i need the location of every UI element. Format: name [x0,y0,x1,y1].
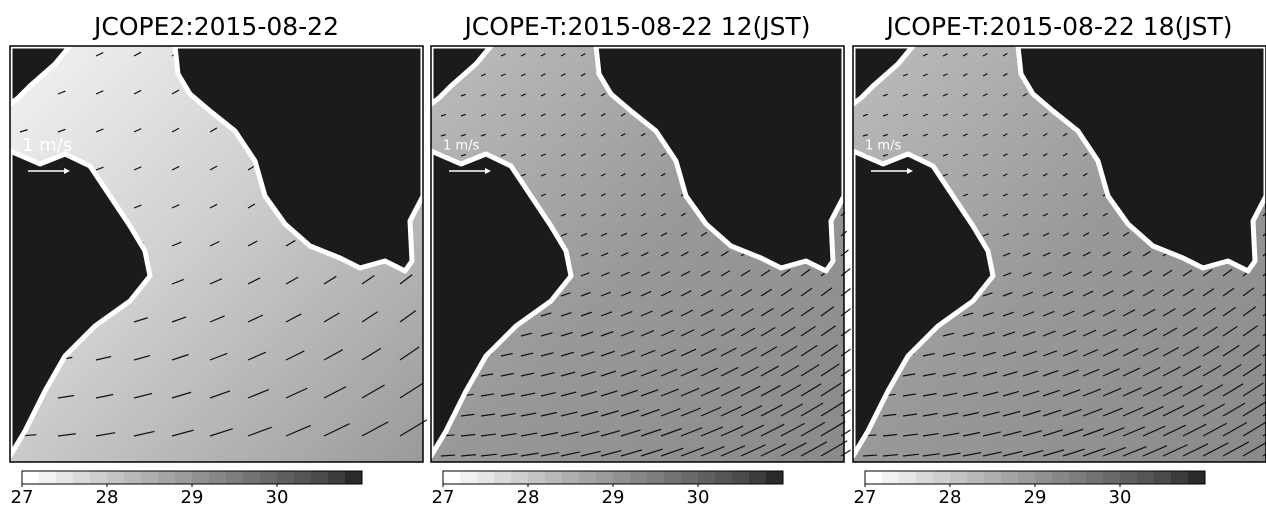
colorbar-segment [579,471,597,484]
colorbar-segment [90,471,108,484]
colorbar-tick-label: 28 [96,487,119,508]
colorbar-segment [511,471,529,484]
colorbar-segment [1171,471,1189,484]
colorbar-segment [39,471,57,484]
colorbar-segment [1001,471,1019,484]
colorbar-segment [260,471,278,484]
colorbar-tick-label: 27 [11,487,34,508]
colorbar-segment [443,471,461,484]
colorbar-segment [865,471,883,484]
colorbar-segment [311,471,329,484]
colorbar-segment [967,471,985,484]
colorbar-segment [664,471,682,484]
colorbar-segment [916,471,934,484]
colorbar-segment [749,471,767,484]
colorbar-segment [562,471,580,484]
colorbar-tick-label: 30 [266,487,289,508]
colorbar-segment [882,471,900,484]
colorbar-tick-label: 29 [1024,487,1047,508]
colorbar-segment [226,471,244,484]
colorbar-tick-label: 29 [602,487,625,508]
colorbar-segment [460,471,478,484]
colorbar-segment [1018,471,1036,484]
colorbar-segment [528,471,546,484]
colorbar-segment [1103,471,1121,484]
map-panel: JCOPE2:2015-08-22 1 m/s 27 28 29 30 [10,12,427,508]
colorbar-segment [647,471,665,484]
colorbar-segment [243,471,261,484]
panel-title: JCOPE-T:2015-08-22 18(JST) [884,12,1232,41]
colorbar-segment [73,471,91,484]
colorbar-segment [630,471,648,484]
colorbar-tick-label: 28 [517,487,540,508]
colorbar-segment [1120,471,1138,484]
scale-label: 1 m/s [443,139,479,154]
colorbar-segment [984,471,1002,484]
colorbar-segment [175,471,193,484]
map-panel: JCOPE-T:2015-08-22 12(JST) 1 m/s 27 28 29 30 [431,12,868,508]
colorbar-segment [766,471,784,484]
panel-title: JCOPE-T:2015-08-22 12(JST) [462,12,810,41]
colorbar-segment [158,471,176,484]
colorbar-segment [1137,471,1155,484]
colorbar-segment [698,471,716,484]
colorbar-tick-label: 27 [854,487,877,508]
scale-label: 1 m/s [22,135,72,156]
colorbar-segment [477,471,495,484]
colorbar-segment [681,471,699,484]
colorbar-segment [1035,471,1053,484]
panel-title: JCOPE2:2015-08-22 [92,12,339,41]
colorbar-segment [545,471,563,484]
colorbar-segment [277,471,295,484]
colorbar-segment [1069,471,1087,484]
colorbar-segment [124,471,142,484]
colorbar-tick-label: 29 [181,487,204,508]
colorbar-segment [1086,471,1104,484]
colorbar-segment [899,471,917,484]
colorbar-segment [328,471,346,484]
scale-label: 1 m/s [865,139,901,154]
colorbar-segment [209,471,227,484]
colorbar-segment [950,471,968,484]
colorbar-segment [1052,471,1070,484]
figure: JCOPE2:2015-08-221 m/s27282930JCOPE-T:20… [0,0,1266,508]
colorbar-tick-label: 28 [939,487,962,508]
colorbar-segment [56,471,74,484]
colorbar-segment [294,471,312,484]
colorbar-segment [192,471,210,484]
colorbar-segment [715,471,733,484]
colorbar-segment [1188,471,1206,484]
colorbar-segment [22,471,40,484]
colorbar-segment [732,471,750,484]
colorbar-tick-label: 27 [432,487,455,508]
colorbar-segment [345,471,363,484]
colorbar-segment [494,471,512,484]
colorbar-segment [1154,471,1172,484]
map-panel: JCOPE-T:2015-08-22 18(JST) 1 m/s 27 28 29 30 [853,12,1266,508]
colorbar-tick-label: 30 [687,487,710,508]
colorbar-tick-label: 30 [1109,487,1132,508]
colorbar-segment [613,471,631,484]
colorbar-segment [933,471,951,484]
colorbar-segment [141,471,159,484]
colorbar-segment [596,471,614,484]
colorbar-segment [107,471,125,484]
